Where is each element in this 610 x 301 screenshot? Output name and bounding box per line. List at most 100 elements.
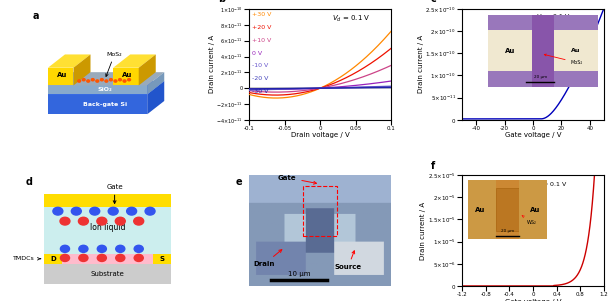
Circle shape [116, 245, 125, 252]
Circle shape [60, 254, 70, 262]
Text: -10 V: -10 V [252, 63, 268, 68]
Text: −: − [128, 207, 135, 216]
Polygon shape [48, 68, 73, 85]
Circle shape [123, 80, 126, 82]
Text: −: − [98, 244, 106, 253]
Text: Gate: Gate [106, 184, 123, 203]
Circle shape [134, 245, 143, 252]
Bar [153, 254, 171, 264]
Polygon shape [113, 68, 138, 85]
X-axis label: Gate voltage / V: Gate voltage / V [504, 132, 561, 138]
Polygon shape [147, 81, 164, 114]
Text: D: D [50, 256, 56, 262]
Text: Back-gate Si: Back-gate Si [82, 102, 127, 107]
Text: +: + [135, 217, 143, 226]
Bar [44, 264, 171, 284]
Circle shape [98, 254, 106, 262]
Circle shape [105, 80, 108, 82]
Text: S: S [160, 256, 165, 262]
Text: −: − [146, 207, 154, 216]
Text: -30 V: -30 V [252, 89, 268, 94]
Text: +: + [117, 253, 124, 262]
Text: 10 μm: 10 μm [288, 271, 310, 277]
Text: +: + [61, 217, 69, 226]
Text: −: − [92, 207, 98, 216]
Circle shape [115, 217, 125, 225]
Text: SiO₂: SiO₂ [98, 87, 112, 92]
Circle shape [134, 217, 144, 225]
X-axis label: Gate voltage / V: Gate voltage / V [504, 299, 561, 301]
Y-axis label: Drain current / A: Drain current / A [418, 35, 424, 94]
Text: +: + [98, 253, 106, 262]
Circle shape [145, 207, 155, 215]
Text: d: d [25, 177, 32, 188]
Text: Au: Au [57, 73, 67, 79]
Text: +: + [79, 217, 87, 226]
Y-axis label: Drain current / A: Drain current / A [420, 201, 426, 260]
Text: $V_d$ = 0.1 V: $V_d$ = 0.1 V [536, 12, 570, 21]
Circle shape [127, 79, 131, 81]
Text: +10 V: +10 V [252, 38, 271, 43]
Polygon shape [48, 72, 164, 85]
Polygon shape [48, 54, 90, 68]
Circle shape [134, 254, 143, 262]
Text: -20 V: -20 V [252, 76, 268, 81]
Circle shape [110, 79, 112, 81]
Text: Drain: Drain [254, 250, 282, 267]
Bar [44, 254, 171, 264]
Text: −: − [62, 244, 68, 253]
Text: +: + [98, 217, 106, 226]
Circle shape [53, 207, 63, 215]
Bar [44, 254, 62, 264]
Circle shape [87, 80, 90, 82]
Polygon shape [73, 54, 90, 85]
Circle shape [98, 245, 106, 252]
Polygon shape [113, 54, 156, 68]
Text: f: f [431, 160, 435, 171]
Polygon shape [147, 72, 164, 94]
Text: Ion liquid: Ion liquid [90, 223, 125, 232]
Circle shape [82, 79, 85, 81]
Text: Gate: Gate [278, 175, 317, 184]
Text: 0 V: 0 V [252, 51, 262, 56]
Circle shape [96, 80, 99, 82]
Text: c: c [431, 0, 437, 5]
Text: −: − [80, 244, 87, 253]
Text: +20 V: +20 V [252, 25, 271, 30]
Text: Substrate: Substrate [91, 271, 124, 277]
Text: +: + [135, 253, 143, 262]
Text: Source: Source [334, 251, 362, 270]
Text: −: − [117, 244, 124, 253]
Circle shape [79, 254, 88, 262]
Polygon shape [48, 85, 147, 94]
Circle shape [92, 79, 94, 81]
Circle shape [118, 79, 121, 81]
Circle shape [108, 207, 118, 215]
Circle shape [90, 207, 99, 215]
Bar [44, 194, 171, 207]
Text: −: − [73, 207, 80, 216]
X-axis label: Drain voltage / V: Drain voltage / V [291, 132, 350, 138]
Y-axis label: Drain current / A: Drain current / A [209, 35, 215, 94]
Circle shape [60, 245, 70, 252]
Text: $V_d$ = 0.1 V: $V_d$ = 0.1 V [533, 180, 567, 188]
Text: MoS₂: MoS₂ [106, 51, 123, 76]
Circle shape [101, 79, 103, 81]
Text: +: + [117, 217, 124, 226]
Text: +: + [61, 253, 69, 262]
Text: e: e [235, 177, 242, 188]
Bar [303, 186, 337, 236]
Text: $V_d$ = 0.1 V: $V_d$ = 0.1 V [332, 14, 370, 24]
Text: a: a [32, 11, 39, 21]
Circle shape [97, 217, 107, 225]
Circle shape [127, 207, 137, 215]
Circle shape [116, 254, 125, 262]
Circle shape [71, 207, 81, 215]
Text: b: b [218, 0, 225, 5]
Text: +30 V: +30 V [252, 12, 271, 17]
Text: +: + [79, 253, 87, 262]
Text: −: − [110, 207, 117, 216]
Text: −: − [54, 207, 62, 216]
Circle shape [60, 217, 70, 225]
Text: Au: Au [122, 73, 132, 79]
